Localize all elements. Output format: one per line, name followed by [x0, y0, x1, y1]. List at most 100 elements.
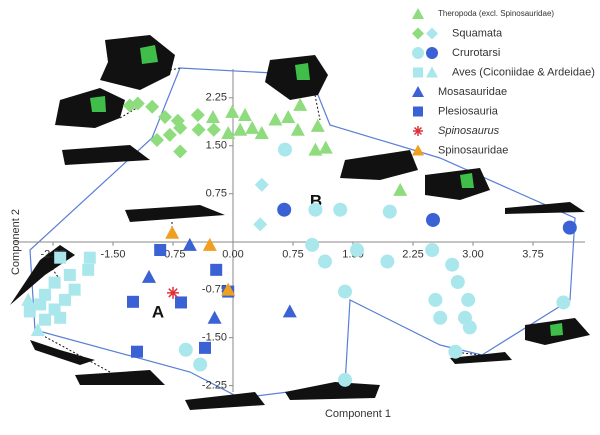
- point: [268, 112, 283, 126]
- legend-label: Crurotarsi: [452, 47, 500, 59]
- point: [23, 305, 36, 318]
- point: [39, 288, 51, 301]
- point: [461, 292, 476, 307]
- point: [162, 127, 177, 142]
- y-tick-label: 1.50: [206, 140, 227, 152]
- legend-label: Squamata: [452, 27, 503, 39]
- legend-item: Mosasauridae: [412, 86, 507, 98]
- point: [83, 251, 96, 264]
- point: [562, 220, 577, 235]
- point: [428, 292, 443, 307]
- legend-label: Spinosaurus: [438, 125, 500, 137]
- y-tick-label: 2.25: [206, 92, 227, 104]
- legend-marker: [413, 67, 423, 78]
- point: [278, 142, 292, 157]
- legend-marker: [412, 27, 424, 40]
- series: [206, 97, 408, 196]
- legend-marker: [413, 106, 423, 117]
- legend-item: Spinosaurus: [413, 125, 500, 137]
- y-tick-label: 0.75: [206, 188, 227, 200]
- series: [165, 225, 236, 296]
- y-tick-label: -0.75: [202, 284, 227, 296]
- point: [202, 237, 217, 251]
- point: [254, 125, 269, 139]
- point: [433, 310, 448, 325]
- point: [158, 109, 172, 124]
- point: [305, 237, 320, 252]
- x-axis-label: Component 1: [325, 408, 391, 420]
- point: [310, 118, 325, 132]
- point: [165, 225, 180, 239]
- point: [131, 345, 143, 358]
- point: [333, 202, 348, 217]
- legend-marker: [413, 126, 423, 136]
- point: [178, 342, 193, 357]
- point: [82, 263, 95, 276]
- point: [382, 204, 397, 219]
- legend-marker: [426, 47, 438, 59]
- point: [54, 251, 67, 264]
- point: [142, 269, 156, 283]
- point: [221, 282, 236, 296]
- point: [308, 202, 323, 217]
- point: [150, 132, 164, 147]
- point: [254, 177, 269, 192]
- legend-marker: [412, 47, 424, 59]
- point: [154, 244, 167, 257]
- legend-marker: [426, 66, 438, 78]
- legend-item: Spinosauridae: [412, 144, 508, 156]
- point: [145, 99, 160, 114]
- point: [206, 109, 220, 123]
- point: [63, 268, 76, 281]
- legend-marker: [412, 8, 424, 19]
- legend-marker: [426, 27, 438, 40]
- x-tick-label: 2.25: [402, 249, 423, 261]
- point: [245, 120, 260, 134]
- hull-outline: [29, 67, 576, 399]
- point: [448, 344, 463, 359]
- point: [338, 284, 352, 299]
- legend-marker: [412, 86, 424, 97]
- point: [238, 108, 252, 122]
- point: [290, 122, 305, 136]
- y-tick-label: -2.25: [202, 380, 227, 392]
- point: [462, 320, 477, 335]
- point: [253, 217, 268, 232]
- point: [308, 142, 323, 156]
- point: [282, 304, 297, 318]
- series: [178, 142, 577, 387]
- legend-item: Aves (Ciconiidae & Ardeidae): [413, 66, 595, 78]
- point: [277, 202, 292, 217]
- x-tick-label: 3.75: [522, 249, 543, 261]
- point: [210, 263, 223, 276]
- point: [221, 125, 236, 139]
- point: [445, 257, 460, 272]
- point: [59, 293, 71, 306]
- x-tick-label: -2.25: [40, 249, 65, 261]
- point: [182, 237, 197, 251]
- x-tick-label: -0.75: [160, 249, 185, 261]
- legend-label: Aves (Ciconiidae & Ardeidae): [452, 66, 595, 78]
- point: [193, 357, 208, 372]
- point: [233, 122, 248, 136]
- series: [21, 251, 96, 336]
- point: [338, 372, 352, 387]
- x-tick-label: 3.00: [462, 249, 483, 261]
- legend-item: Crurotarsi: [412, 47, 500, 59]
- point: [281, 109, 296, 123]
- x-tick-label: 0.75: [282, 249, 303, 261]
- point: [34, 298, 47, 311]
- point: [48, 276, 61, 289]
- point: [21, 292, 36, 306]
- legend-label: Plesiosauria: [438, 105, 499, 117]
- point: [293, 97, 308, 111]
- legend-label: Theropoda (excl. Spinosauridae): [438, 9, 554, 18]
- point: [318, 140, 333, 154]
- legend-item: Theropoda (excl. Spinosauridae): [412, 8, 554, 19]
- legend-label: Mosasauridae: [438, 86, 507, 98]
- point: [206, 122, 221, 137]
- point: [207, 310, 222, 324]
- legend-label: Spinosauridae: [438, 144, 508, 156]
- point: [173, 144, 188, 159]
